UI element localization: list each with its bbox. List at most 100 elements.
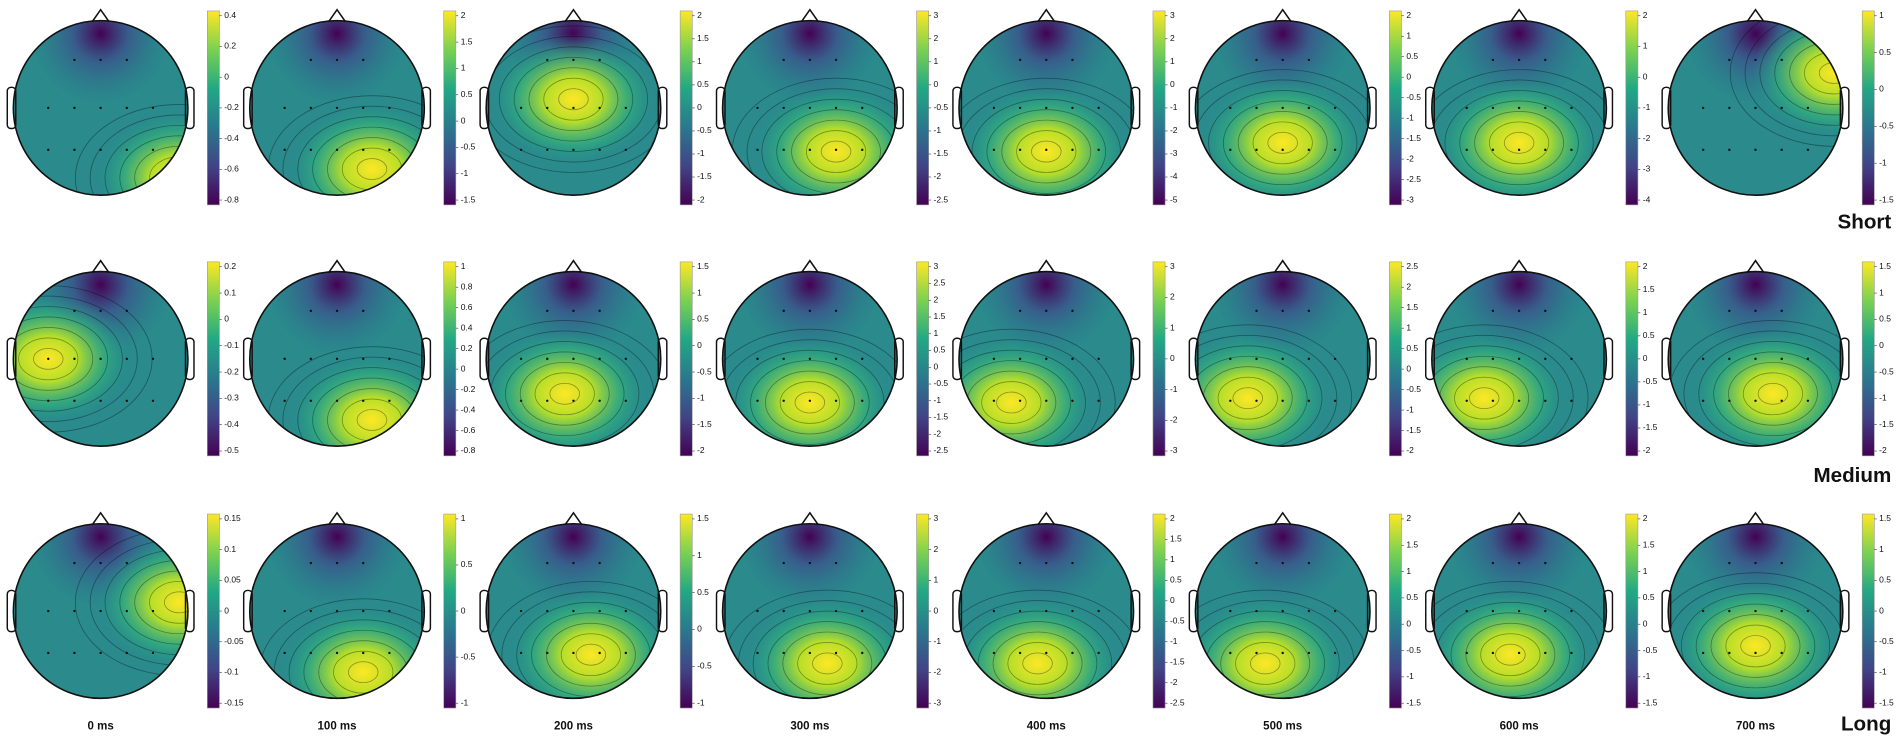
contour: [958, 339, 1101, 447]
electrode: [756, 609, 759, 613]
contour: [779, 381, 840, 424]
electrode: [546, 106, 549, 110]
contour: [486, 35, 661, 163]
colorbar-tick-label: 1.5: [461, 36, 473, 46]
electrode: [1045, 561, 1048, 565]
electrode: [1045, 106, 1048, 110]
colorbar-tick-label: -0.5: [1879, 121, 1894, 131]
contour: [1725, 624, 1786, 668]
electrode: [808, 609, 812, 613]
colorbar-tick-label: -0.5: [1879, 636, 1894, 646]
electrode: [1045, 651, 1048, 655]
electrode: [598, 148, 601, 152]
electrode: [1307, 357, 1311, 361]
electrode: [782, 106, 785, 110]
nose: [564, 8, 583, 23]
colorbar-tick-label: -0.5: [224, 445, 239, 455]
electrode: [1544, 651, 1547, 655]
ear: [657, 337, 668, 381]
colorbar: [443, 261, 457, 457]
ear: [421, 589, 432, 633]
colorbar-tick-label: -0.8: [224, 194, 239, 204]
electrode: [309, 309, 313, 313]
electrode: [151, 357, 155, 361]
colorbar-tick-label: -0.5: [1170, 616, 1185, 626]
electrode: [782, 309, 785, 313]
nose: [327, 8, 347, 23]
electrode: [546, 58, 549, 62]
electrode: [388, 357, 391, 361]
electrode: [1780, 106, 1783, 110]
colorbar-tick-label: 0.5: [1406, 51, 1418, 61]
nose: [91, 511, 110, 526]
electrode: [808, 561, 812, 565]
colorbar-tick-label: -1.5: [697, 419, 712, 429]
electrode: [1307, 609, 1311, 613]
electrode: [572, 651, 575, 655]
colorbar: [916, 261, 929, 457]
colorbar-tick-label: 1: [1406, 566, 1411, 576]
electrode: [1045, 58, 1048, 62]
colorbar-tick-label: 0: [1879, 84, 1884, 94]
electrode: [73, 309, 76, 313]
contour: [735, 349, 885, 447]
colorbar-tick-label: -1: [461, 168, 469, 178]
contour: [958, 77, 1134, 196]
ear: [1839, 86, 1850, 130]
electrode: [1728, 561, 1731, 565]
topomap: [13, 523, 188, 699]
electrode: [99, 58, 102, 62]
colorbar-tick-label: 1: [697, 550, 702, 560]
contour: [1235, 642, 1296, 685]
ear: [1188, 86, 1199, 130]
cold-spot: [30, 20, 171, 104]
row-label: Medium: [1813, 464, 1891, 487]
electrode: [1491, 609, 1495, 613]
electrode: [861, 399, 864, 402]
contour: [297, 116, 425, 196]
colorbar-tick-label: 0.5: [1643, 592, 1655, 602]
colorbar-tick-label: 0: [1643, 353, 1648, 363]
electrode: [1570, 609, 1573, 613]
colorbar-tick-label: 0.2: [224, 41, 236, 51]
time-label: 400 ms: [1027, 720, 1066, 732]
contour: [282, 105, 425, 196]
electrode: [782, 399, 785, 402]
electrode: [834, 309, 838, 313]
nose: [1037, 511, 1056, 526]
cold-spot: [1449, 20, 1589, 104]
contour: [977, 621, 1098, 699]
colorbar-tick-label: 1.5: [1406, 539, 1418, 549]
electrode: [756, 651, 759, 655]
colorbar-tick-label: 1.5: [697, 261, 709, 271]
colorbar-tick-label: 2: [1406, 513, 1411, 523]
ear: [894, 337, 904, 381]
contour: [791, 119, 881, 184]
colorbar: [916, 513, 929, 709]
colorbar-tick-label: -3: [1170, 445, 1178, 455]
contour: [1454, 376, 1515, 420]
electrode: [73, 58, 76, 62]
electrode: [125, 651, 129, 655]
nose: [800, 259, 819, 274]
contour: [752, 610, 898, 699]
contour: [1195, 79, 1370, 196]
contour: [1668, 582, 1843, 699]
colorbar-tick-label: -1.5: [934, 148, 949, 158]
ear: [715, 86, 726, 130]
cold-spot: [976, 271, 1117, 355]
ear: [1366, 337, 1377, 381]
electrode: [1754, 106, 1757, 110]
electrode: [1754, 309, 1757, 313]
electrode: [73, 357, 76, 361]
cold-spot: [740, 271, 880, 355]
cold-spot: [1685, 523, 1826, 607]
colorbar: [1389, 10, 1402, 206]
contour: [1237, 110, 1328, 175]
electrode: [1229, 651, 1232, 655]
contour: [1474, 110, 1565, 175]
electrode: [1097, 651, 1100, 655]
hot-spot: [1195, 597, 1349, 699]
electrode: [1255, 58, 1258, 62]
electrode: [99, 148, 102, 152]
